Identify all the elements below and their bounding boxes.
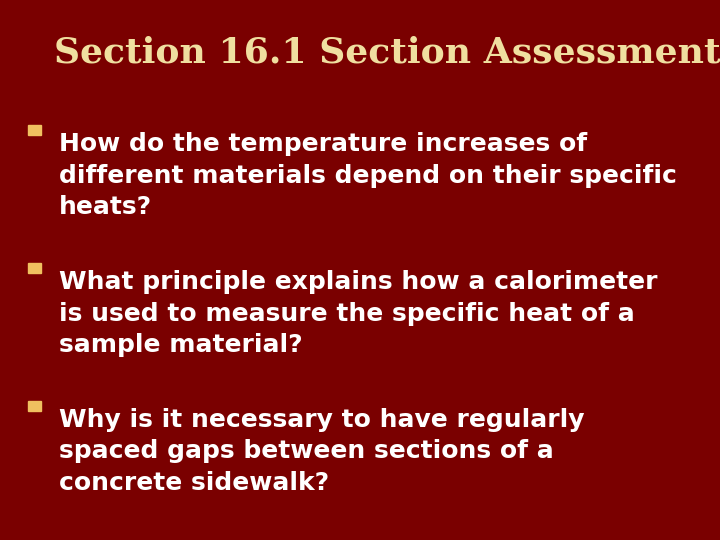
Text: Section 16.1 Section Assessment: Section 16.1 Section Assessment (54, 35, 720, 69)
Text: Why is it necessary to have regularly
spaced gaps between sections of a
concrete: Why is it necessary to have regularly sp… (59, 408, 585, 495)
FancyBboxPatch shape (28, 263, 41, 273)
Text: What principle explains how a calorimeter
is used to measure the specific heat o: What principle explains how a calorimete… (59, 270, 657, 357)
FancyBboxPatch shape (28, 401, 41, 410)
Text: How do the temperature increases of
different materials depend on their specific: How do the temperature increases of diff… (59, 132, 677, 219)
FancyBboxPatch shape (28, 125, 41, 135)
